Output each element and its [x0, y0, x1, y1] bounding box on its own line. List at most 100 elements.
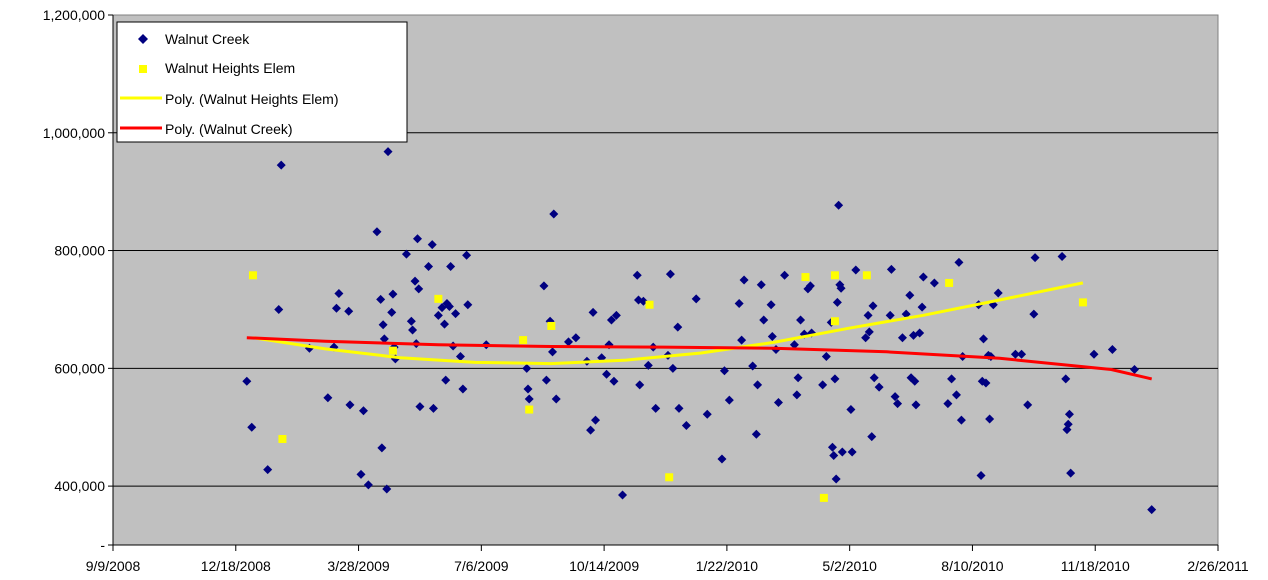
series-walnut-creek: [242, 147, 1157, 515]
data-point-walnut-creek: [751, 429, 761, 439]
data-point-walnut-creek: [440, 319, 449, 329]
data-point-walnut-creek: [837, 447, 847, 457]
data-point-walnut-creek: [523, 384, 533, 394]
data-point-walnut-creek: [796, 315, 806, 325]
data-point-walnut-creek: [818, 380, 828, 390]
data-point-walnut-creek: [1107, 344, 1117, 354]
x-tick-label: 12/18/2008: [201, 558, 271, 574]
data-point-walnut-creek: [773, 397, 783, 407]
data-point-walnut-creek: [611, 310, 621, 320]
data-point-walnut-creek: [609, 376, 619, 386]
data-point-walnut-creek: [789, 340, 799, 350]
data-point-walnut-creek: [588, 307, 598, 317]
data-point-walnut-creek: [632, 270, 642, 280]
data-point-walnut-creek: [441, 375, 451, 385]
data-point-walnut-creek: [606, 315, 616, 325]
data-point-walnut-creek: [674, 403, 684, 413]
data-point-walnut-creek: [1057, 251, 1067, 261]
data-point-walnut-heights-elem: [862, 271, 871, 280]
data-point-walnut-creek: [918, 272, 928, 282]
data-point-walnut-creek: [522, 363, 532, 373]
data-point-walnut-creek: [586, 425, 596, 435]
data-point-walnut-creek: [643, 360, 653, 370]
data-point-walnut-creek: [956, 415, 966, 425]
data-point-walnut-creek: [759, 315, 769, 325]
data-point-walnut-creek: [793, 373, 803, 383]
data-point-walnut-creek: [524, 394, 534, 404]
legend-poly-heights-label: Poly. (Walnut Heights Elem): [165, 91, 339, 107]
data-point-walnut-creek: [739, 275, 749, 285]
data-point-walnut-creek: [564, 337, 574, 347]
data-point-walnut-creek: [331, 303, 341, 313]
data-point-walnut-creek: [462, 250, 472, 260]
y-tick-label: -: [100, 537, 105, 553]
data-point-walnut-creek: [863, 310, 873, 320]
data-point-walnut-creek: [868, 301, 878, 311]
x-tick-label: 1/22/2010: [696, 558, 758, 574]
legend-walnut-creek-marker: [138, 34, 148, 44]
data-point-walnut-creek: [753, 380, 763, 390]
data-point-walnut-creek: [836, 283, 846, 293]
trendline-poly-walnut-creek: [246, 336, 1153, 381]
data-point-walnut-creek: [344, 306, 354, 316]
data-point-walnut-creek: [1017, 349, 1027, 359]
data-point-walnut-creek: [1064, 409, 1074, 419]
data-point-walnut-heights-elem: [945, 278, 954, 287]
data-point-walnut-heights-elem: [819, 493, 828, 502]
data-point-walnut-creek: [681, 420, 691, 430]
data-point-walnut-creek: [414, 284, 424, 294]
data-point-walnut-heights-elem: [665, 473, 674, 482]
data-point-walnut-creek: [780, 270, 790, 280]
data-point-walnut-creek: [548, 347, 558, 357]
gridlines: [113, 132, 1218, 487]
data-point-walnut-creek: [571, 333, 581, 343]
data-point-walnut-creek: [377, 443, 387, 453]
legend-walnut-heights-label: Walnut Heights Elem: [165, 60, 295, 76]
data-point-walnut-creek: [1130, 365, 1140, 375]
data-point-walnut-creek: [734, 299, 744, 309]
data-point-walnut-creek: [847, 447, 857, 457]
data-point-walnut-creek: [412, 234, 422, 244]
data-point-walnut-creek: [673, 322, 683, 332]
axes: [108, 14, 1219, 551]
data-point-walnut-creek: [911, 400, 921, 410]
data-point-walnut-creek: [978, 334, 988, 344]
data-point-walnut-creek: [358, 406, 368, 416]
data-point-walnut-creek: [867, 432, 877, 442]
data-point-walnut-heights-elem: [801, 273, 810, 282]
data-point-walnut-heights-elem: [1078, 298, 1087, 307]
data-point-walnut-creek: [702, 409, 712, 419]
x-tick-label: 3/28/2009: [327, 558, 389, 574]
data-point-walnut-creek: [748, 361, 758, 371]
data-point-walnut-creek: [387, 307, 397, 317]
data-point-walnut-creek: [719, 366, 729, 376]
data-point-walnut-creek: [539, 281, 549, 291]
data-point-walnut-creek: [724, 395, 734, 405]
data-point-walnut-creek: [242, 376, 252, 386]
data-point-walnut-heights-elem: [830, 271, 839, 280]
data-point-walnut-creek: [455, 352, 465, 362]
x-axis-labels: 9/9/2008 12/18/2008 3/28/2009 7/6/2009 10/14…: [86, 558, 1249, 574]
data-point-walnut-creek: [929, 278, 939, 288]
data-point-walnut-creek: [717, 454, 727, 464]
data-point-walnut-creek: [910, 376, 920, 386]
data-point-walnut-creek: [756, 280, 766, 290]
x-tick-label: 5/2/2010: [822, 558, 877, 574]
data-point-walnut-creek: [437, 303, 447, 313]
legend-walnut-creek-label: Walnut Creek: [165, 31, 250, 47]
data-point-walnut-creek: [1147, 505, 1157, 515]
data-point-walnut-creek: [915, 328, 925, 338]
y-tick-label: 800,000: [54, 243, 105, 259]
data-point-walnut-creek: [861, 333, 871, 343]
data-point-walnut-creek: [1029, 309, 1039, 319]
legend-poly-creek-label: Poly. (Walnut Creek): [165, 121, 293, 137]
data-point-walnut-creek: [427, 240, 437, 250]
y-tick-label: 400,000: [54, 478, 105, 494]
data-point-walnut-creek: [832, 297, 842, 307]
legend-walnut-heights-marker: [139, 65, 147, 73]
y-axis-labels: - 400,000 600,000 800,000 1,000,000 1,200,000: [43, 7, 106, 553]
data-point-walnut-creek: [846, 405, 856, 415]
data-point-walnut-creek: [1061, 374, 1071, 384]
data-point-walnut-creek: [976, 471, 986, 481]
